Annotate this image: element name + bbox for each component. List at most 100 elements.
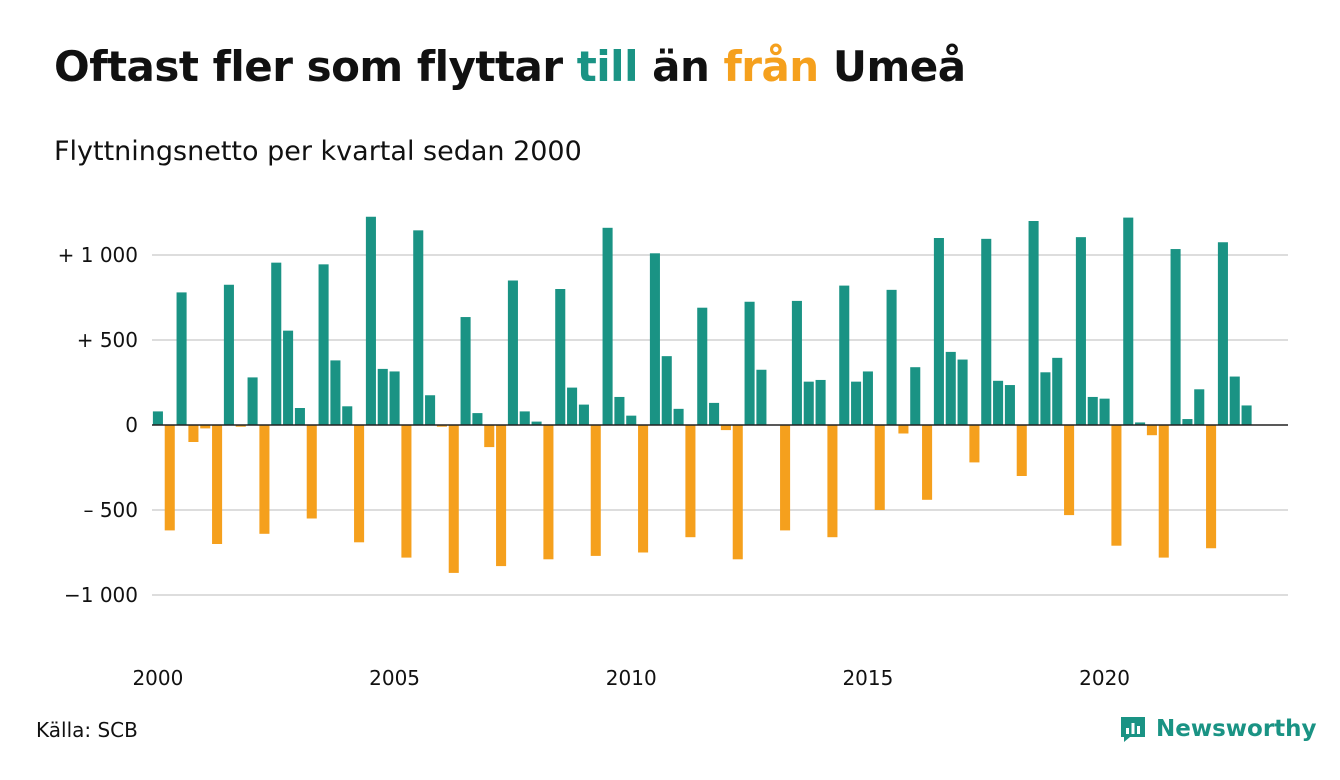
x-tick-label: 2015 xyxy=(842,666,893,690)
bar-2002-Q2 xyxy=(259,425,270,534)
bar-2010-Q3 xyxy=(649,253,660,425)
grid-lines xyxy=(152,254,1288,596)
bar-2014-Q3 xyxy=(839,285,850,425)
bar-2004-Q2 xyxy=(354,425,365,543)
bar-2004-Q3 xyxy=(365,216,376,425)
bar-2020-Q3 xyxy=(1123,217,1134,425)
bar-2015-Q2 xyxy=(874,425,885,510)
bar-2012-Q2 xyxy=(732,425,743,560)
bar-2019-Q1 xyxy=(1052,357,1063,425)
bar-2014-Q2 xyxy=(827,425,838,538)
bar-2010-Q1 xyxy=(626,415,637,425)
bar-2018-Q2 xyxy=(1016,425,1027,476)
x-tick-label: 2010 xyxy=(606,666,657,690)
bar-2017-Q3 xyxy=(981,238,992,425)
bar-2000-Q1 xyxy=(152,411,163,425)
y-tick-label: 0 xyxy=(125,413,138,437)
bar-2015-Q1 xyxy=(862,371,873,425)
title-part-3: Umeå xyxy=(818,42,966,91)
bar-2010-Q2 xyxy=(638,425,649,553)
title-part-1: Oftast fler som flyttar xyxy=(54,42,577,91)
bar-2000-Q2 xyxy=(164,425,175,531)
bar-2020-Q2 xyxy=(1111,425,1122,546)
bar-2010-Q4 xyxy=(661,356,672,425)
bar-2001-Q1 xyxy=(200,425,211,429)
bar-2016-Q4 xyxy=(945,351,956,425)
bar-2000-Q4 xyxy=(188,425,199,442)
bar-2009-Q4 xyxy=(614,396,625,425)
bar-2022-Q3 xyxy=(1217,242,1228,425)
bar-2007-Q1 xyxy=(484,425,495,448)
bar-2007-Q3 xyxy=(507,280,518,425)
bar-2011-Q4 xyxy=(709,402,720,425)
bar-2005-Q2 xyxy=(401,425,412,558)
bar-2013-Q2 xyxy=(780,425,791,531)
bar-2017-Q1 xyxy=(957,359,968,425)
bar-2009-Q3 xyxy=(602,227,613,425)
bar-2022-Q1 xyxy=(1194,389,1205,425)
title-highlight-in: till xyxy=(576,42,639,91)
bar-2015-Q4 xyxy=(898,425,909,434)
bar-2014-Q1 xyxy=(815,379,826,425)
bar-2004-Q4 xyxy=(377,368,388,425)
bar-2015-Q3 xyxy=(886,289,897,425)
bar-2020-Q4 xyxy=(1135,422,1146,425)
bar-2003-Q3 xyxy=(318,264,329,425)
bars xyxy=(152,216,1252,573)
bar-2016-Q2 xyxy=(922,425,933,500)
bar-2009-Q1 xyxy=(578,404,589,425)
bar-2018-Q3 xyxy=(1028,221,1039,425)
bar-2021-Q3 xyxy=(1170,249,1181,425)
bar-2011-Q3 xyxy=(697,307,708,425)
bar-2005-Q3 xyxy=(413,230,424,425)
bar-2009-Q2 xyxy=(590,425,601,556)
bar-2012-Q4 xyxy=(756,369,767,425)
bar-2013-Q4 xyxy=(803,381,814,425)
newsworthy-logo-icon xyxy=(1121,717,1145,742)
bar-2005-Q4 xyxy=(425,395,436,425)
bar-2003-Q2 xyxy=(306,425,317,519)
bar-2006-Q2 xyxy=(448,425,459,573)
y-tick-label: −1 000 xyxy=(64,583,138,607)
bar-2018-Q4 xyxy=(1040,372,1051,425)
bar-2013-Q3 xyxy=(791,300,802,425)
bar-2008-Q2 xyxy=(543,425,554,560)
bar-2016-Q3 xyxy=(933,238,944,425)
bar-2014-Q4 xyxy=(851,381,862,425)
bar-2011-Q2 xyxy=(685,425,696,538)
bar-2003-Q1 xyxy=(294,408,305,425)
y-tick-label: – 500 xyxy=(83,498,138,522)
brand: Newsworthy xyxy=(1118,714,1317,744)
bar-2019-Q3 xyxy=(1075,237,1086,425)
bar-2007-Q4 xyxy=(519,411,530,425)
bar-2002-Q4 xyxy=(283,330,294,425)
bar-2011-Q1 xyxy=(673,408,684,425)
title-highlight-out: från xyxy=(723,42,819,91)
bar-2008-Q3 xyxy=(555,289,566,425)
y-tick-label: + 500 xyxy=(77,328,138,352)
bar-2001-Q4 xyxy=(235,425,246,427)
bar-2007-Q2 xyxy=(496,425,507,567)
bar-2012-Q3 xyxy=(744,301,755,425)
bar-2001-Q3 xyxy=(223,284,234,425)
bar-2021-Q1 xyxy=(1146,425,1157,436)
bar-2008-Q1 xyxy=(531,421,542,425)
bar-2005-Q1 xyxy=(389,371,400,425)
bar-2004-Q1 xyxy=(342,406,353,425)
title-part-2: än xyxy=(637,42,724,91)
bar-2016-Q1 xyxy=(910,367,921,425)
y-tick-label: + 1 000 xyxy=(58,243,138,267)
bar-2020-Q1 xyxy=(1099,398,1110,425)
x-tick-label: 2000 xyxy=(132,666,183,690)
bar-2012-Q1 xyxy=(720,425,731,431)
bar-2000-Q3 xyxy=(176,292,187,425)
bar-2006-Q4 xyxy=(472,413,483,425)
bar-2003-Q4 xyxy=(330,360,341,425)
chart-subtitle: Flyttningsnetto per kvartal sedan 2000 xyxy=(54,136,582,167)
chart-title: Oftast fler som flyttar till än från Ume… xyxy=(54,42,966,91)
bar-2019-Q2 xyxy=(1064,425,1075,516)
x-tick-label: 2005 xyxy=(369,666,420,690)
bar-2021-Q4 xyxy=(1182,419,1193,425)
axes: + 1 000 + 500 0 – 500 −1 000 2000 2005 2010 2015… xyxy=(58,243,1288,690)
